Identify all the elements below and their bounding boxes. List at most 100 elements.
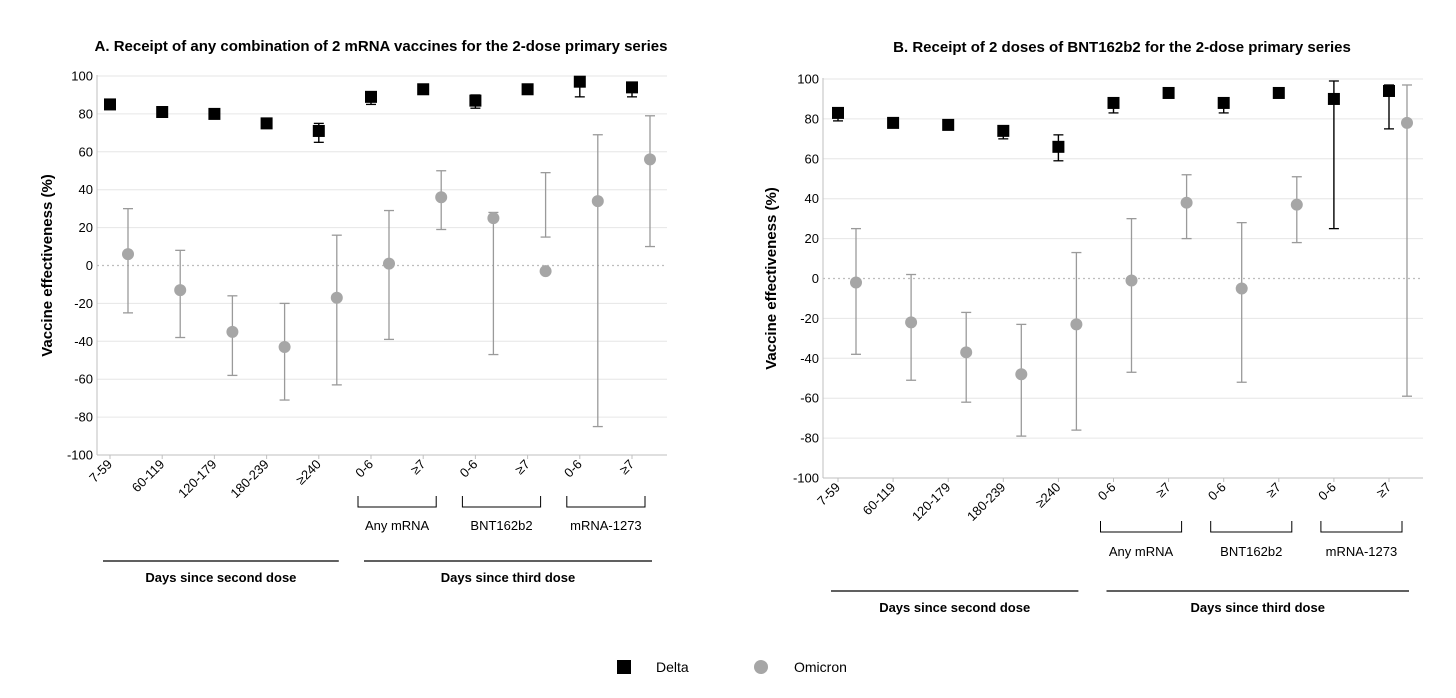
section-label: Days since third dose: [441, 570, 575, 585]
point-omicron: [383, 257, 395, 270]
category-label: 60-119: [129, 457, 168, 496]
y-tick-label: -100: [793, 471, 819, 486]
point-omicron: [644, 153, 656, 166]
point-delta: [626, 81, 638, 94]
point-omicron: [1290, 198, 1303, 211]
point-delta: [521, 83, 534, 96]
group-bracket: [1100, 521, 1183, 533]
point-delta: [260, 117, 273, 130]
category-label: ≥240: [293, 457, 324, 488]
category-label: ≥7: [1373, 480, 1394, 501]
legend: Delta Omicron: [617, 659, 847, 675]
section-label: Days since second dose: [879, 600, 1030, 615]
y-tick-label: -80: [74, 410, 93, 425]
y-tick-label: -40: [74, 334, 93, 349]
point-omicron: [850, 276, 862, 289]
group-bracket: [1210, 521, 1293, 533]
point-delta: [573, 75, 586, 88]
category-label: 180-239: [964, 480, 1008, 524]
point-delta: [469, 94, 482, 107]
section-label: Days since second dose: [145, 570, 296, 585]
point-omicron: [591, 195, 604, 208]
point-omicron: [1180, 196, 1193, 209]
point-omicron: [1125, 274, 1138, 287]
point-omicron: [122, 248, 134, 261]
y-tick-label: -60: [74, 372, 93, 387]
category-label: 0-6: [1205, 480, 1229, 504]
legend-omicron-marker: [754, 660, 768, 674]
category-label: ≥240: [1033, 480, 1064, 511]
y-tick-label: 20: [79, 220, 93, 235]
y-tick-label: -40: [800, 351, 819, 366]
y-tick-label: -80: [800, 431, 819, 446]
y-tick-label: -20: [74, 296, 93, 311]
category-label: ≥7: [1263, 480, 1284, 501]
point-omicron: [539, 265, 552, 278]
point-delta: [1327, 92, 1340, 105]
category-label: 0-6: [1315, 480, 1339, 504]
point-delta: [1107, 96, 1120, 109]
category-label: ≥7: [1153, 480, 1174, 501]
category-label: ≥7: [616, 457, 637, 478]
chart-a: A. Receipt of any combination of 2 mRNA …: [39, 38, 667, 585]
y-axis-label: Vaccine effectiveness (%): [763, 187, 780, 370]
y-tick-label: 80: [805, 111, 819, 126]
y-tick-label: 20: [805, 231, 819, 246]
y-tick-label: 0: [86, 258, 93, 273]
category-label: 0-6: [561, 457, 585, 481]
point-omicron: [435, 191, 448, 204]
point-delta: [997, 124, 1010, 137]
category-label: 120-179: [175, 457, 219, 501]
point-delta: [156, 106, 169, 119]
group-bracket: [461, 496, 542, 508]
point-omicron: [1070, 318, 1083, 331]
y-tick-label: 40: [805, 191, 819, 206]
group-label: BNT162b2: [1220, 544, 1282, 559]
chart-b: B. Receipt of 2 doses of BNT162b2 for th…: [763, 39, 1423, 615]
group-label: mRNA-1273: [570, 518, 642, 533]
y-tick-label: 100: [797, 72, 819, 87]
category-label: 0-6: [457, 457, 481, 481]
point-delta: [104, 98, 116, 111]
section-label: Days since third dose: [1191, 600, 1325, 615]
point-omicron: [960, 346, 973, 359]
category-label: ≥7: [408, 457, 429, 478]
category-label: 0-6: [1095, 480, 1119, 504]
chart-title: B. Receipt of 2 doses of BNT162b2 for th…: [893, 39, 1351, 56]
point-omicron: [905, 316, 918, 329]
point-delta: [417, 83, 430, 96]
group-label: mRNA-1273: [1326, 544, 1398, 559]
point-omicron: [1015, 368, 1028, 381]
point-omicron: [487, 212, 500, 225]
legend-omicron-label: Omicron: [794, 659, 847, 675]
y-axis-label: Vaccine effectiveness (%): [39, 174, 56, 357]
y-tick-label: 60: [805, 151, 819, 166]
point-delta: [208, 107, 221, 120]
group-label: BNT162b2: [470, 518, 532, 533]
y-tick-label: 80: [79, 106, 93, 121]
point-delta: [1162, 86, 1175, 99]
category-label: 120-179: [909, 480, 953, 524]
group-label: Any mRNA: [1109, 544, 1174, 559]
point-delta: [832, 106, 844, 119]
category-label: 0-6: [352, 457, 376, 481]
y-tick-label: 60: [79, 144, 93, 159]
point-omicron: [174, 284, 187, 297]
y-tick-label: 0: [812, 271, 819, 286]
point-omicron: [278, 340, 291, 353]
point-omicron: [1401, 116, 1413, 129]
group-bracket: [566, 496, 646, 508]
point-delta: [365, 90, 377, 103]
group-label: Any mRNA: [365, 518, 430, 533]
point-omicron: [330, 291, 343, 304]
group-bracket: [1320, 521, 1403, 533]
point-delta: [1217, 96, 1230, 109]
point-delta: [1052, 140, 1065, 153]
point-delta: [1272, 86, 1285, 99]
category-label: 60-119: [860, 480, 899, 519]
y-tick-label: 100: [71, 69, 93, 84]
legend-delta-marker: [617, 660, 631, 674]
category-label: ≥7: [512, 457, 533, 478]
y-tick-label: 40: [79, 182, 93, 197]
